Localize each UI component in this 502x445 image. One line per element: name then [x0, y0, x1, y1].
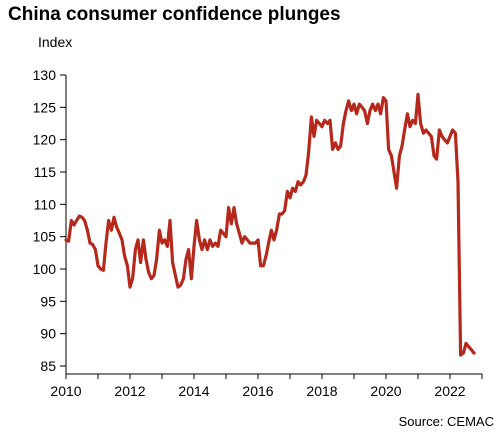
- y-tick-label: 100: [33, 261, 57, 277]
- source-note: Source: CEMAC: [398, 414, 494, 429]
- axes: 85 90 95 100 105 110 115 120 125 130 2010 2012 2014 2…: [33, 67, 483, 399]
- y-tick-label: 110: [34, 196, 57, 212]
- y-tick-label: 115: [34, 164, 57, 180]
- x-tick-label: 2020: [370, 383, 401, 399]
- y-tick-label: 125: [33, 99, 57, 115]
- x-tick-label: 2010: [50, 383, 81, 399]
- y-axis-label: Index: [38, 34, 73, 50]
- x-tick-label: 2018: [306, 383, 337, 399]
- y-tick-label: 95: [40, 293, 56, 309]
- chart-title: China consumer confidence plunges: [8, 4, 341, 25]
- y-tick-label: 85: [40, 358, 56, 374]
- x-tick-label: 2012: [114, 383, 145, 399]
- y-tick-label: 105: [33, 229, 57, 245]
- y-tick-label: 120: [33, 132, 57, 148]
- series-line: [64, 92, 476, 357]
- y-tick-label: 130: [33, 67, 57, 83]
- x-tick-label: 2016: [242, 383, 273, 399]
- series-group: [64, 92, 476, 357]
- x-tick-label: 2022: [434, 383, 465, 399]
- x-tick-label: 2014: [178, 383, 209, 399]
- y-tick-label: 90: [40, 326, 56, 342]
